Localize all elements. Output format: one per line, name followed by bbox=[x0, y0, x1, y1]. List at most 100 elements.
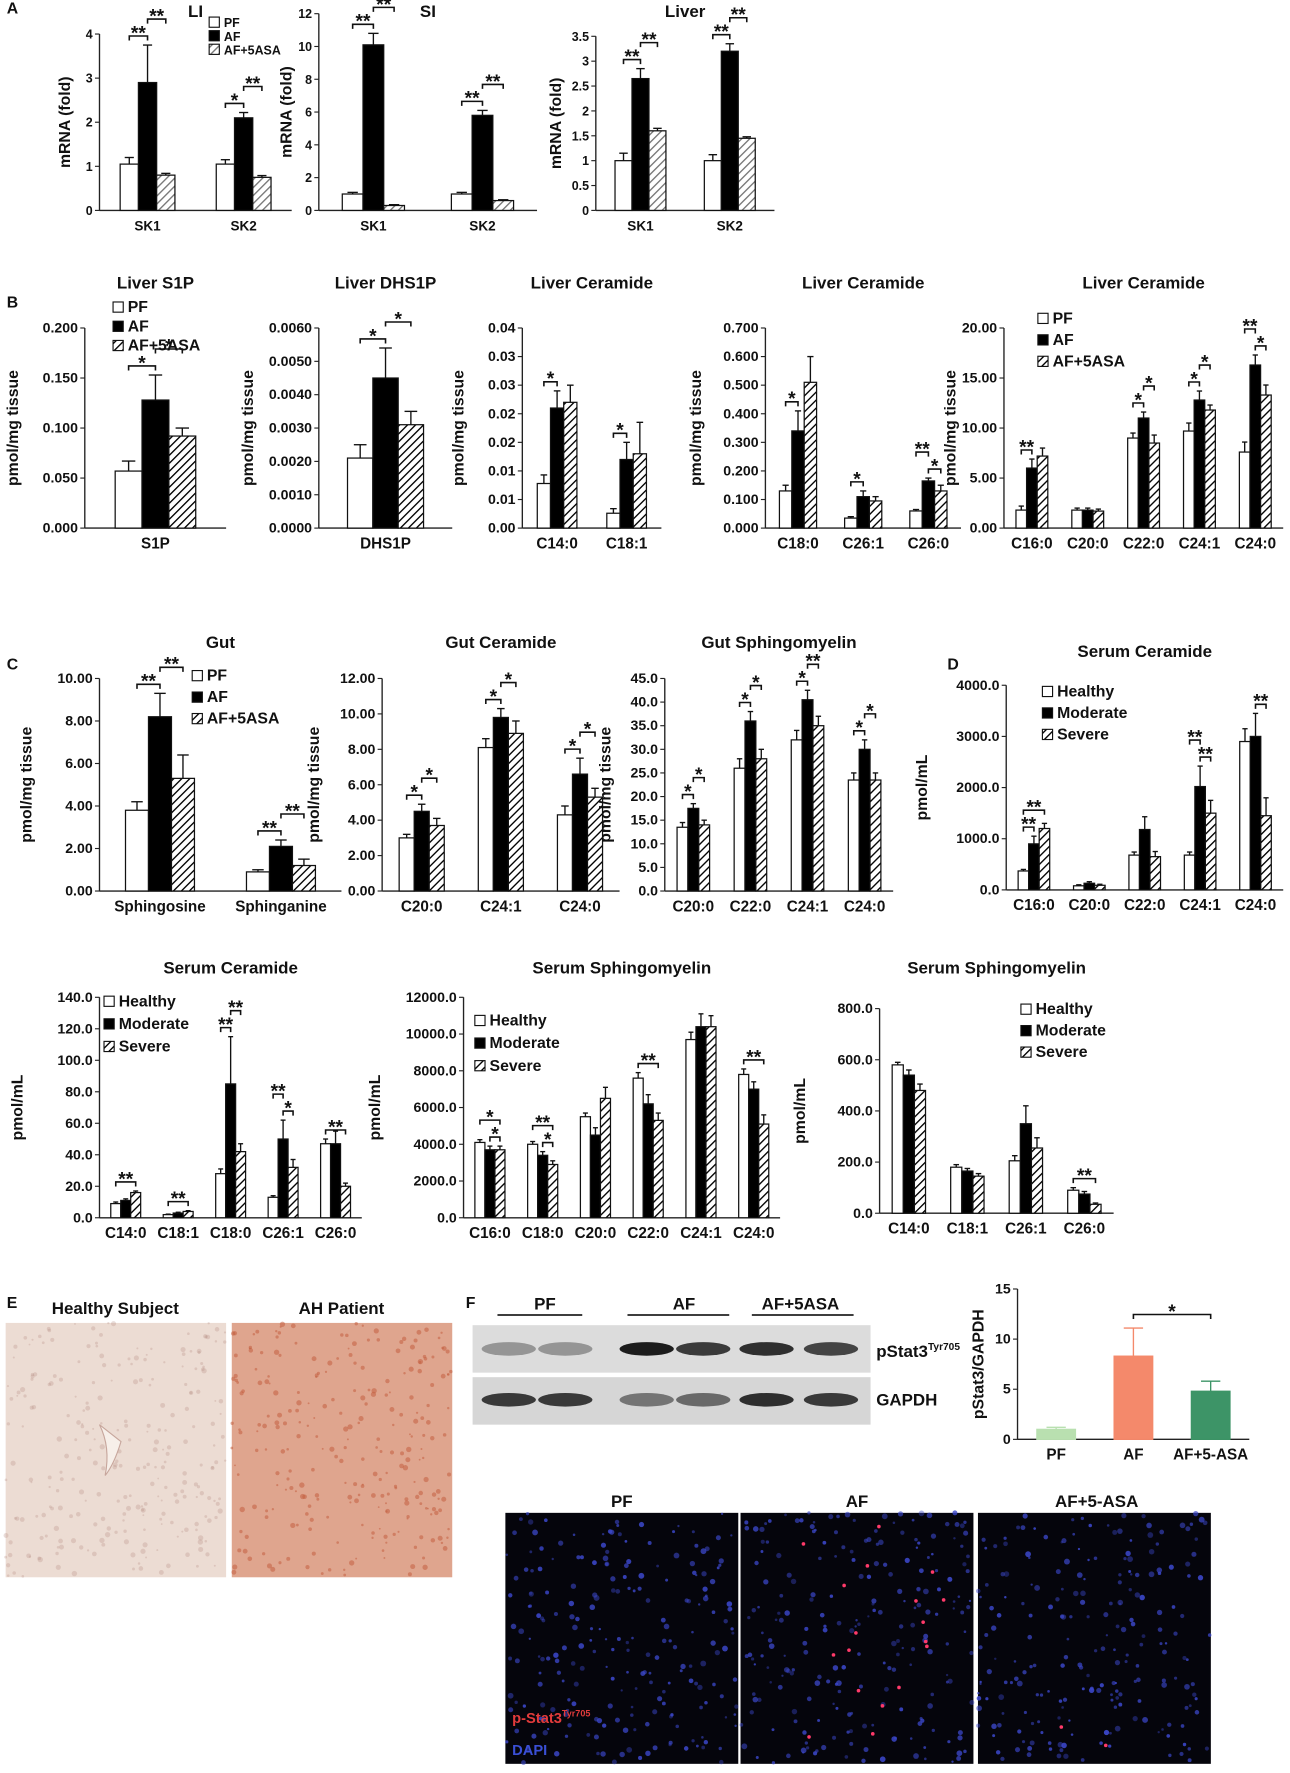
cell bbox=[426, 1420, 431, 1425]
cell bbox=[23, 1335, 28, 1340]
bar bbox=[909, 510, 923, 529]
x-tick-label: DHS1P bbox=[360, 535, 411, 552]
y-tick-label: 80.0 bbox=[65, 1083, 93, 1099]
bar bbox=[812, 725, 825, 892]
nucleus bbox=[919, 1717, 923, 1721]
cell bbox=[118, 1463, 123, 1468]
nucleus bbox=[776, 1552, 782, 1559]
cell bbox=[66, 1413, 70, 1418]
nucleus bbox=[624, 1539, 628, 1543]
cell bbox=[278, 1561, 282, 1565]
y-axis-label: pmol/mg tissue bbox=[306, 727, 323, 843]
cell bbox=[266, 1563, 272, 1569]
nucleus bbox=[814, 1680, 821, 1686]
bar bbox=[642, 1103, 654, 1219]
cell bbox=[197, 1539, 204, 1545]
bar bbox=[1008, 1160, 1021, 1214]
y-tick-label: 10.00 bbox=[340, 705, 375, 721]
cell bbox=[397, 1530, 400, 1533]
x-tick-label: C18:0 bbox=[777, 535, 819, 552]
nucleus bbox=[913, 1606, 917, 1610]
cell bbox=[273, 1390, 279, 1396]
bar bbox=[858, 748, 871, 892]
y-tick-label: 35.0 bbox=[631, 717, 659, 733]
cell bbox=[289, 1485, 294, 1491]
cell bbox=[380, 1493, 385, 1498]
y-tick-label: 0 bbox=[86, 204, 93, 218]
significance-bracket bbox=[622, 58, 642, 65]
y-tick-label: 15 bbox=[995, 1281, 1011, 1297]
nucleus bbox=[1099, 1741, 1103, 1745]
nucleus bbox=[541, 1618, 546, 1623]
bar bbox=[632, 453, 648, 529]
bar bbox=[1092, 510, 1105, 529]
cell bbox=[218, 1497, 222, 1501]
y-tick-label: 0.0030 bbox=[269, 420, 312, 436]
nucleus bbox=[1117, 1528, 1123, 1534]
x-tick-label: C18:1 bbox=[947, 1221, 989, 1238]
nucleus bbox=[909, 1737, 913, 1740]
cell bbox=[430, 1538, 436, 1543]
bar bbox=[687, 807, 700, 892]
significance-bracket bbox=[1132, 402, 1145, 408]
nucleus bbox=[947, 1678, 953, 1684]
cell bbox=[20, 1386, 26, 1393]
cell bbox=[140, 1548, 146, 1554]
nucleus bbox=[1115, 1696, 1120, 1700]
band bbox=[538, 1342, 593, 1356]
x-tick-label: C20:0 bbox=[575, 1225, 617, 1242]
legend-swatch bbox=[191, 712, 203, 725]
nucleus bbox=[1161, 1728, 1164, 1731]
cell bbox=[419, 1502, 423, 1506]
significance-bracket bbox=[272, 1093, 284, 1099]
cell bbox=[367, 1388, 371, 1392]
nucleus bbox=[1057, 1741, 1064, 1748]
significance-bracket bbox=[579, 731, 596, 737]
cell bbox=[143, 1502, 148, 1506]
bar bbox=[778, 490, 793, 529]
nucleus bbox=[525, 1746, 531, 1752]
cell bbox=[214, 1399, 217, 1402]
cell bbox=[193, 1482, 198, 1487]
y-axis-label: pmol/mL bbox=[10, 1074, 27, 1140]
nucleus bbox=[579, 1665, 585, 1671]
cell bbox=[214, 1340, 218, 1343]
cell bbox=[92, 1551, 97, 1557]
nucleus bbox=[1001, 1711, 1005, 1715]
significance-label: * bbox=[505, 670, 513, 691]
significance-label: * bbox=[1201, 352, 1209, 373]
cell bbox=[162, 1448, 165, 1451]
nucleus bbox=[916, 1586, 921, 1592]
cell bbox=[311, 1467, 315, 1472]
x-tick-label: SK2 bbox=[230, 219, 256, 234]
cell bbox=[146, 1423, 151, 1428]
bar bbox=[1067, 1189, 1080, 1214]
nucleus bbox=[924, 1757, 927, 1761]
nucleus bbox=[1167, 1722, 1172, 1727]
nucleus bbox=[679, 1669, 683, 1673]
nucleus bbox=[1123, 1556, 1127, 1561]
nucleus bbox=[556, 1670, 562, 1675]
chart-title: SI bbox=[420, 2, 436, 21]
nucleus bbox=[849, 1549, 854, 1554]
nucleus bbox=[1028, 1613, 1033, 1618]
cell bbox=[275, 1335, 279, 1339]
significance-label: * bbox=[284, 1098, 292, 1119]
cell bbox=[406, 1515, 410, 1519]
label-sup: Tyr705 bbox=[928, 1342, 960, 1353]
stain bbox=[856, 1688, 861, 1693]
chart-title: Gut Ceramide bbox=[445, 633, 556, 652]
cell bbox=[371, 1531, 375, 1535]
nucleus bbox=[969, 1650, 974, 1656]
significance-label: ** bbox=[245, 74, 260, 95]
significance-label: * bbox=[616, 421, 624, 442]
bar bbox=[755, 758, 768, 892]
legend-swatch bbox=[1020, 1046, 1032, 1058]
x-tick-label: AF bbox=[1123, 1447, 1143, 1464]
y-tick-label: 0.0010 bbox=[269, 486, 312, 502]
nucleus bbox=[923, 1633, 929, 1639]
cell bbox=[307, 1504, 312, 1508]
if-label: AF bbox=[846, 1492, 869, 1511]
legend-swatch bbox=[1037, 355, 1049, 367]
cell bbox=[220, 1434, 225, 1439]
